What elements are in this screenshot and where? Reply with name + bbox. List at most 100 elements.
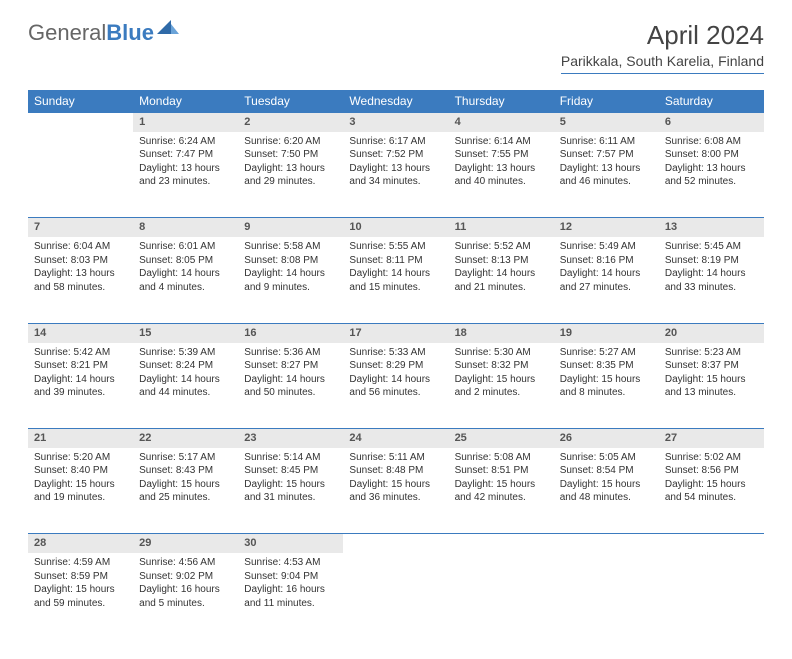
day-info-line: Daylight: 13 hours bbox=[244, 162, 337, 176]
day-info-line: Daylight: 15 hours bbox=[560, 478, 653, 492]
day-content-cell: Sunrise: 4:59 AMSunset: 8:59 PMDaylight:… bbox=[28, 553, 133, 639]
day-info-line: Daylight: 14 hours bbox=[244, 267, 337, 281]
day-content-cell: Sunrise: 5:45 AMSunset: 8:19 PMDaylight:… bbox=[659, 237, 764, 323]
day-number-cell: 28 bbox=[28, 534, 133, 553]
day-info-line: and 4 minutes. bbox=[139, 281, 232, 295]
day-info-line: and 19 minutes. bbox=[34, 491, 127, 505]
day-info-line: Sunset: 8:54 PM bbox=[560, 464, 653, 478]
day-content-cell: Sunrise: 4:56 AMSunset: 9:02 PMDaylight:… bbox=[133, 553, 238, 639]
day-info-line: Daylight: 15 hours bbox=[139, 478, 232, 492]
day-number-cell: 6 bbox=[659, 113, 764, 132]
day-info-line: Sunset: 8:37 PM bbox=[665, 359, 758, 373]
day-info-line: Daylight: 14 hours bbox=[455, 267, 548, 281]
day-info-line: and 8 minutes. bbox=[560, 386, 653, 400]
day-info-line: Sunrise: 6:24 AM bbox=[139, 135, 232, 149]
title-block: April 2024 Parikkala, South Karelia, Fin… bbox=[561, 20, 764, 74]
day-info-line: Daylight: 13 hours bbox=[139, 162, 232, 176]
location-label: Parikkala, South Karelia, Finland bbox=[561, 53, 764, 74]
day-info-line: Sunset: 8:29 PM bbox=[349, 359, 442, 373]
day-content-row: Sunrise: 6:04 AMSunset: 8:03 PMDaylight:… bbox=[28, 237, 764, 323]
day-number-cell: 20 bbox=[659, 323, 764, 342]
day-number-cell bbox=[28, 113, 133, 132]
day-info-line: Daylight: 15 hours bbox=[560, 373, 653, 387]
day-info-line: Sunset: 7:52 PM bbox=[349, 148, 442, 162]
day-number-cell: 21 bbox=[28, 429, 133, 448]
day-info-line: and 54 minutes. bbox=[665, 491, 758, 505]
day-content-cell: Sunrise: 5:14 AMSunset: 8:45 PMDaylight:… bbox=[238, 448, 343, 534]
day-number-cell: 26 bbox=[554, 429, 659, 448]
day-content-cell: Sunrise: 5:02 AMSunset: 8:56 PMDaylight:… bbox=[659, 448, 764, 534]
day-number-cell bbox=[554, 534, 659, 553]
day-info-line: Sunrise: 5:17 AM bbox=[139, 451, 232, 465]
day-info-line: Sunset: 8:40 PM bbox=[34, 464, 127, 478]
day-number-cell: 18 bbox=[449, 323, 554, 342]
day-info-line: Sunset: 8:03 PM bbox=[34, 254, 127, 268]
day-info-line: Sunrise: 5:36 AM bbox=[244, 346, 337, 360]
day-info-line: Daylight: 13 hours bbox=[349, 162, 442, 176]
day-info-line: Sunset: 8:43 PM bbox=[139, 464, 232, 478]
day-number-cell: 24 bbox=[343, 429, 448, 448]
day-info-line: Sunset: 9:02 PM bbox=[139, 570, 232, 584]
day-content-cell bbox=[343, 553, 448, 639]
day-info-line: and 13 minutes. bbox=[665, 386, 758, 400]
day-info-line: Sunrise: 6:11 AM bbox=[560, 135, 653, 149]
day-number-row: 282930 bbox=[28, 534, 764, 553]
day-info-line: Sunrise: 5:05 AM bbox=[560, 451, 653, 465]
day-info-line: Sunset: 8:51 PM bbox=[455, 464, 548, 478]
day-number-row: 14151617181920 bbox=[28, 323, 764, 342]
calendar-page: GeneralBlue April 2024 Parikkala, South … bbox=[0, 0, 792, 659]
day-number-cell: 8 bbox=[133, 218, 238, 237]
day-info-line: and 59 minutes. bbox=[34, 597, 127, 611]
day-content-cell: Sunrise: 6:17 AMSunset: 7:52 PMDaylight:… bbox=[343, 132, 448, 218]
day-info-line: Sunrise: 5:52 AM bbox=[455, 240, 548, 254]
day-number-row: 21222324252627 bbox=[28, 429, 764, 448]
day-info-line: Sunset: 8:24 PM bbox=[139, 359, 232, 373]
day-info-line: Sunset: 8:48 PM bbox=[349, 464, 442, 478]
day-number-cell: 29 bbox=[133, 534, 238, 553]
day-info-line: Sunset: 8:27 PM bbox=[244, 359, 337, 373]
day-info-line: Daylight: 15 hours bbox=[34, 583, 127, 597]
day-info-line: Sunset: 8:56 PM bbox=[665, 464, 758, 478]
day-content-cell: Sunrise: 5:05 AMSunset: 8:54 PMDaylight:… bbox=[554, 448, 659, 534]
day-number-cell: 7 bbox=[28, 218, 133, 237]
day-content-cell: Sunrise: 5:55 AMSunset: 8:11 PMDaylight:… bbox=[343, 237, 448, 323]
weekday-header: Monday bbox=[133, 90, 238, 113]
day-info-line: Sunrise: 5:49 AM bbox=[560, 240, 653, 254]
day-info-line: Daylight: 14 hours bbox=[244, 373, 337, 387]
day-content-cell: Sunrise: 5:58 AMSunset: 8:08 PMDaylight:… bbox=[238, 237, 343, 323]
day-number-cell: 10 bbox=[343, 218, 448, 237]
day-info-line: and 56 minutes. bbox=[349, 386, 442, 400]
month-title: April 2024 bbox=[561, 20, 764, 51]
day-info-line: Sunset: 8:08 PM bbox=[244, 254, 337, 268]
day-info-line: Daylight: 15 hours bbox=[455, 373, 548, 387]
day-info-line: Sunrise: 5:23 AM bbox=[665, 346, 758, 360]
day-content-cell: Sunrise: 6:08 AMSunset: 8:00 PMDaylight:… bbox=[659, 132, 764, 218]
day-info-line: Daylight: 14 hours bbox=[665, 267, 758, 281]
day-content-cell: Sunrise: 6:04 AMSunset: 8:03 PMDaylight:… bbox=[28, 237, 133, 323]
day-info-line: Daylight: 15 hours bbox=[34, 478, 127, 492]
day-content-cell bbox=[28, 132, 133, 218]
day-info-line: Sunset: 9:04 PM bbox=[244, 570, 337, 584]
day-info-line: Sunset: 8:32 PM bbox=[455, 359, 548, 373]
day-info-line: Sunset: 7:55 PM bbox=[455, 148, 548, 162]
day-content-cell: Sunrise: 5:52 AMSunset: 8:13 PMDaylight:… bbox=[449, 237, 554, 323]
day-info-line: Sunrise: 5:20 AM bbox=[34, 451, 127, 465]
day-info-line: and 34 minutes. bbox=[349, 175, 442, 189]
day-info-line: Sunrise: 4:56 AM bbox=[139, 556, 232, 570]
day-info-line: and 44 minutes. bbox=[139, 386, 232, 400]
day-info-line: and 52 minutes. bbox=[665, 175, 758, 189]
day-info-line: Daylight: 13 hours bbox=[560, 162, 653, 176]
day-info-line: and 33 minutes. bbox=[665, 281, 758, 295]
day-info-line: and 40 minutes. bbox=[455, 175, 548, 189]
day-info-line: Daylight: 13 hours bbox=[665, 162, 758, 176]
logo-text-1: General bbox=[28, 20, 106, 46]
day-number-cell: 12 bbox=[554, 218, 659, 237]
day-number-cell: 25 bbox=[449, 429, 554, 448]
day-info-line: and 27 minutes. bbox=[560, 281, 653, 295]
day-info-line: Sunset: 7:50 PM bbox=[244, 148, 337, 162]
day-number-cell: 14 bbox=[28, 323, 133, 342]
day-number-cell: 19 bbox=[554, 323, 659, 342]
day-info-line: Daylight: 14 hours bbox=[560, 267, 653, 281]
day-info-line: and 9 minutes. bbox=[244, 281, 337, 295]
day-content-row: Sunrise: 5:20 AMSunset: 8:40 PMDaylight:… bbox=[28, 448, 764, 534]
